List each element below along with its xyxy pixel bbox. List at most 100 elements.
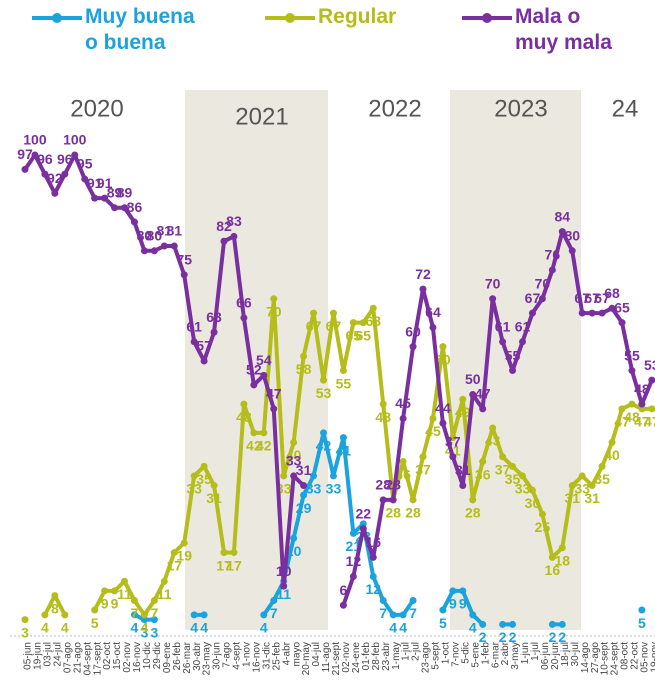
data-label: 4 bbox=[200, 620, 208, 636]
point bbox=[429, 414, 437, 422]
data-label: 17 bbox=[216, 557, 232, 573]
point bbox=[349, 529, 357, 537]
data-label: 95 bbox=[77, 156, 93, 172]
data-label: 53 bbox=[316, 385, 332, 401]
point bbox=[130, 611, 138, 619]
data-label: 86 bbox=[127, 199, 143, 215]
data-label: 2 bbox=[558, 629, 566, 645]
point bbox=[130, 218, 138, 226]
x-tick-label: 20-may bbox=[301, 642, 312, 675]
point bbox=[71, 151, 79, 159]
x-tick-label: 28-feb bbox=[371, 642, 382, 671]
point bbox=[558, 544, 566, 552]
year-label: 24 bbox=[612, 95, 639, 122]
data-label: 43 bbox=[485, 433, 501, 449]
data-label: 67 bbox=[306, 318, 322, 334]
point bbox=[339, 367, 347, 375]
point bbox=[111, 587, 119, 595]
point bbox=[230, 232, 238, 240]
data-label: 81 bbox=[166, 223, 182, 239]
point bbox=[379, 400, 387, 408]
data-label: 11 bbox=[276, 586, 291, 602]
data-label: 47 bbox=[644, 414, 655, 430]
point bbox=[538, 295, 546, 303]
data-label: 42 bbox=[256, 438, 272, 454]
point bbox=[260, 611, 268, 619]
point bbox=[399, 414, 407, 422]
data-label: 67 bbox=[326, 318, 342, 334]
data-label: 80 bbox=[147, 228, 163, 244]
point bbox=[300, 352, 308, 360]
point bbox=[290, 438, 298, 446]
point bbox=[459, 482, 467, 490]
x-tick-label: 31-dic bbox=[261, 642, 272, 669]
point bbox=[140, 611, 148, 619]
data-label: 19 bbox=[176, 548, 192, 564]
legend-label: Mala o muy mala bbox=[515, 5, 612, 54]
point bbox=[170, 242, 178, 250]
point bbox=[121, 577, 128, 585]
x-tick-label: 04-jul bbox=[311, 642, 322, 666]
point bbox=[509, 620, 517, 628]
point bbox=[101, 194, 109, 202]
x-tick-label: 23-may bbox=[202, 642, 213, 675]
data-label: 37 bbox=[445, 433, 461, 449]
data-label: 31 bbox=[584, 490, 600, 506]
point bbox=[489, 295, 497, 303]
x-tick-label: 07-ago bbox=[62, 642, 73, 674]
point bbox=[21, 616, 29, 624]
data-label: 52 bbox=[246, 362, 262, 378]
x-tick-label: 4-abr bbox=[281, 641, 292, 665]
point bbox=[638, 405, 646, 413]
data-label: 65 bbox=[614, 299, 630, 315]
point bbox=[190, 472, 198, 480]
x-tick-label: 27-ago bbox=[590, 642, 601, 674]
data-label: 89 bbox=[107, 184, 123, 200]
x-tick-label: 17-sept bbox=[92, 642, 103, 676]
point bbox=[240, 400, 248, 408]
point bbox=[61, 611, 69, 619]
data-label: 96 bbox=[37, 151, 53, 167]
x-tick-label: 15-oct bbox=[112, 642, 123, 670]
x-tick-label: 24-sept bbox=[610, 642, 621, 676]
point bbox=[230, 549, 238, 557]
x-tick-label: 11-ago bbox=[321, 642, 332, 673]
x-tick-label: 1-jul bbox=[530, 642, 541, 661]
data-label: 12 bbox=[346, 553, 362, 569]
point bbox=[459, 395, 467, 403]
data-label: 47 bbox=[614, 414, 630, 430]
point bbox=[419, 453, 427, 461]
point bbox=[270, 295, 278, 303]
point bbox=[349, 319, 357, 327]
point bbox=[499, 453, 507, 461]
point bbox=[419, 285, 427, 293]
data-label: 70 bbox=[535, 275, 551, 291]
point bbox=[300, 491, 308, 499]
point bbox=[608, 304, 616, 312]
point bbox=[339, 434, 347, 442]
x-tick-label: 19-nov bbox=[649, 642, 655, 673]
x-tick-label: 21-ago bbox=[72, 642, 83, 674]
point bbox=[140, 247, 148, 255]
data-label: 16 bbox=[365, 534, 381, 550]
point bbox=[200, 357, 208, 365]
data-label: 61 bbox=[515, 319, 531, 335]
data-label: 35 bbox=[594, 471, 610, 487]
x-tick-label: 26-feb bbox=[172, 642, 183, 671]
point bbox=[190, 338, 198, 346]
x-tick-label: 19-jun bbox=[33, 642, 44, 670]
point bbox=[469, 391, 477, 398]
point bbox=[499, 620, 507, 628]
data-label: 9 bbox=[111, 596, 119, 612]
point bbox=[618, 405, 626, 413]
data-label: 53 bbox=[644, 357, 655, 373]
data-label: 49 bbox=[455, 404, 471, 420]
point bbox=[439, 343, 447, 351]
data-label: 65 bbox=[356, 327, 372, 343]
point bbox=[349, 573, 357, 581]
x-tick-label: 25-feb bbox=[271, 642, 282, 671]
point bbox=[280, 472, 288, 480]
data-label: 4 bbox=[260, 620, 268, 636]
point bbox=[220, 237, 228, 245]
